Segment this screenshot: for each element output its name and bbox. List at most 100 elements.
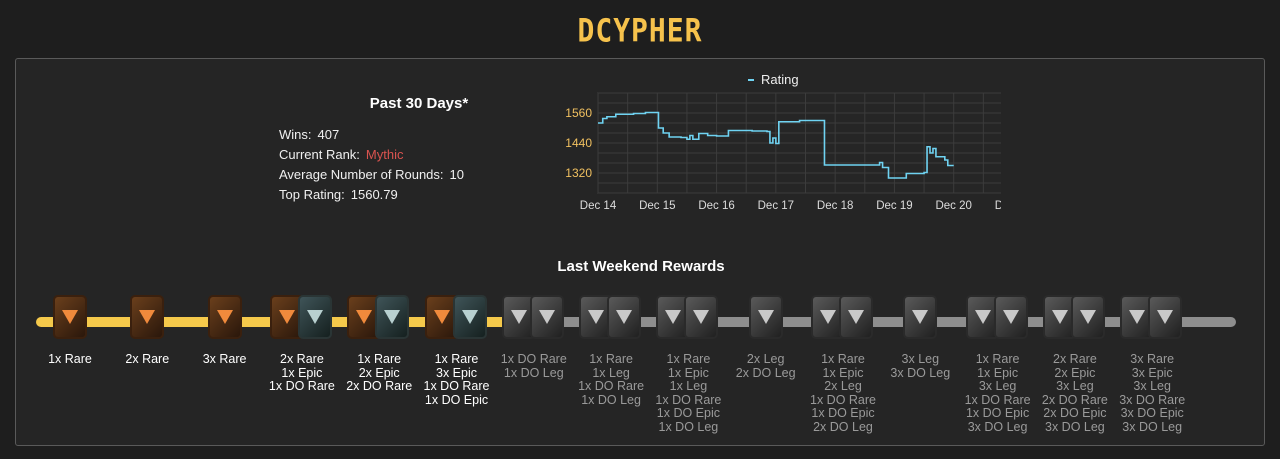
reward-line: 3x Rare [202, 352, 247, 366]
gem-icon [1129, 310, 1146, 324]
reward-tier: 3x Leg 3x DO Leg [880, 291, 960, 380]
reward-tier-icons [1112, 291, 1192, 347]
reward-tier: 1x Rare 1x Leg 1x DO Rare 1x DO Leg [571, 291, 651, 407]
reward-tier-labels: 2x Rare 2x Epic 3x Leg 2x DO Rare 2x DO Epic… [1035, 352, 1115, 434]
reward-line: 2x Epic [1054, 365, 1096, 380]
gem-icon [757, 310, 774, 324]
reward-line: 1x DO Epic [965, 406, 1030, 420]
reward-tier: 2x Rare [107, 291, 187, 367]
reward-tier-labels: 1x Rare 2x Epic 2x DO Rare [339, 352, 419, 394]
reward-tier-labels: 1x Rare 1x Epic 1x Leg 1x DO Rare 1x DO Epic… [648, 352, 728, 434]
reward-line: 3x DO Leg [890, 365, 951, 380]
reward-line: 2x Rare [280, 352, 324, 366]
gem-icon [1002, 310, 1019, 324]
reward-tier-icons [648, 291, 728, 347]
rare-card-icon [53, 295, 87, 339]
gem-icon [216, 310, 233, 324]
gem-icon [616, 310, 633, 324]
reward-line: 1x Rare [357, 352, 402, 366]
y-tick-label: 1440 [565, 136, 592, 150]
reward-line: 1x DO Rare [810, 392, 876, 407]
reward-line: 2x Epic [358, 365, 400, 380]
legendary-card-icon [607, 295, 642, 339]
profile-panel: Past 30 Days* Wins: 407 Current Rank: Myth… [15, 58, 1265, 446]
reward-line: 1x DO Rare [578, 379, 645, 393]
epic-card-icon [297, 295, 332, 339]
gem-icon [820, 310, 836, 324]
reward-line: 3x Epic [1131, 365, 1173, 380]
reward-tier-labels: 3x Leg 3x DO Leg [880, 352, 960, 380]
rank-value: Mythic [365, 147, 404, 162]
gem-icon [62, 310, 78, 324]
gem-icon [848, 310, 864, 324]
reward-tier: 1x DO Rare 1x DO Leg [494, 291, 574, 380]
reward-tier-labels: 1x Rare 1x Epic 3x Leg 1x DO Rare 1x DO Epic… [958, 352, 1038, 434]
reward-tier: 1x Rare 2x Epic 2x DO Rare [339, 291, 419, 394]
epic-card-icon [375, 295, 410, 339]
x-tick-label: Dec 18 [817, 200, 853, 212]
rating-chart: 1320 1440 1560 Dec 14 Dec 15 Dec 16 Dec 17 Dec … [531, 67, 1031, 217]
reward-line: 2x DO Leg [813, 419, 873, 434]
reward-tier-labels: 1x DO Rare 1x DO Leg [494, 352, 574, 380]
reward-line: 2x Rare [125, 352, 170, 366]
reward-tier-labels: 2x Rare [107, 352, 187, 367]
legendary-card-icon [748, 295, 783, 339]
reward-line: 1x Rare [666, 352, 711, 366]
reward-line: 1x DO Rare [423, 379, 490, 393]
reward-tier-icons [262, 291, 342, 347]
wins-value: 407 [317, 127, 340, 142]
reward-line: 1x DO Rare [268, 379, 335, 393]
reward-tier-icons [803, 291, 883, 347]
reward-line: 1x Epic [667, 365, 709, 380]
reward-line: 1x Rare [975, 352, 1020, 366]
reward-line: 1x DO Leg [503, 365, 564, 380]
reward-tier-icons [726, 291, 806, 347]
gem-icon [278, 310, 295, 324]
reward-tier-icons [958, 291, 1038, 347]
gem-icon [1051, 310, 1068, 324]
legendary-card-icon [1070, 295, 1105, 339]
reward-tier: 3x Rare 3x Epic 3x Leg 3x DO Rare 3x DO Epic… [1112, 291, 1192, 434]
reward-line: 2x DO Rare [346, 379, 413, 393]
stats-heading: Past 30 Days* [369, 95, 469, 112]
reward-tier-labels: 1x Rare 1x Leg 1x DO Rare 1x DO Leg [571, 352, 651, 407]
reward-line: 2x DO Rare [1041, 392, 1108, 407]
legendary-card-icon [684, 295, 719, 339]
reward-tier-labels: 1x Rare 1x Epic 2x Leg 1x DO Rare 1x DO Epic… [803, 352, 883, 434]
legendary-card-icon [993, 295, 1028, 339]
reward-line: 3x DO Rare [1119, 392, 1186, 407]
reward-tier-icons [880, 291, 960, 347]
x-tick-label: Dec 17 [758, 200, 794, 212]
reward-line: 2x DO Epic [1043, 406, 1107, 420]
reward-line: 1x Leg [592, 365, 630, 380]
gem-icon [139, 310, 156, 324]
reward-line: 2x Leg [746, 352, 785, 366]
reward-line: 1x Rare [821, 352, 865, 366]
rating-chart-svg: 1320 1440 1560 Dec 14 Dec 15 Dec 16 Dec 17 Dec … [565, 72, 1031, 212]
reward-line: 1x Epic [977, 365, 1019, 380]
reward-tier-icons [30, 291, 110, 347]
reward-tier-icons [1035, 291, 1115, 347]
rewards-title: Last Weekend Rewards [557, 258, 725, 275]
gem-icon [461, 310, 478, 324]
rare-card-icon [207, 295, 242, 339]
gem-icon [384, 310, 401, 324]
reward-line: 3x Leg [1133, 379, 1171, 393]
legend-label: Rating [761, 72, 799, 87]
legendary-card-icon [839, 295, 873, 339]
rating-series-line [598, 111, 954, 179]
gem-icon [665, 310, 682, 324]
gem-icon [693, 310, 710, 324]
gem-icon [974, 310, 991, 324]
reward-tier-icons [571, 291, 651, 347]
rare-card-icon [130, 295, 165, 339]
gem-icon [538, 310, 555, 324]
reward-line: 3x DO Leg [1045, 419, 1105, 434]
x-tick-label: Dec 19 [876, 200, 912, 212]
reward-line: 1x Rare [589, 352, 633, 366]
reward-line: 1x DO Rare [655, 392, 722, 407]
wins-label: Wins: [279, 127, 312, 142]
page-title: DCYPHER [577, 11, 703, 50]
legendary-card-icon [1148, 295, 1183, 339]
rounds-row: Average Number of Rounds: 10 [279, 165, 529, 185]
